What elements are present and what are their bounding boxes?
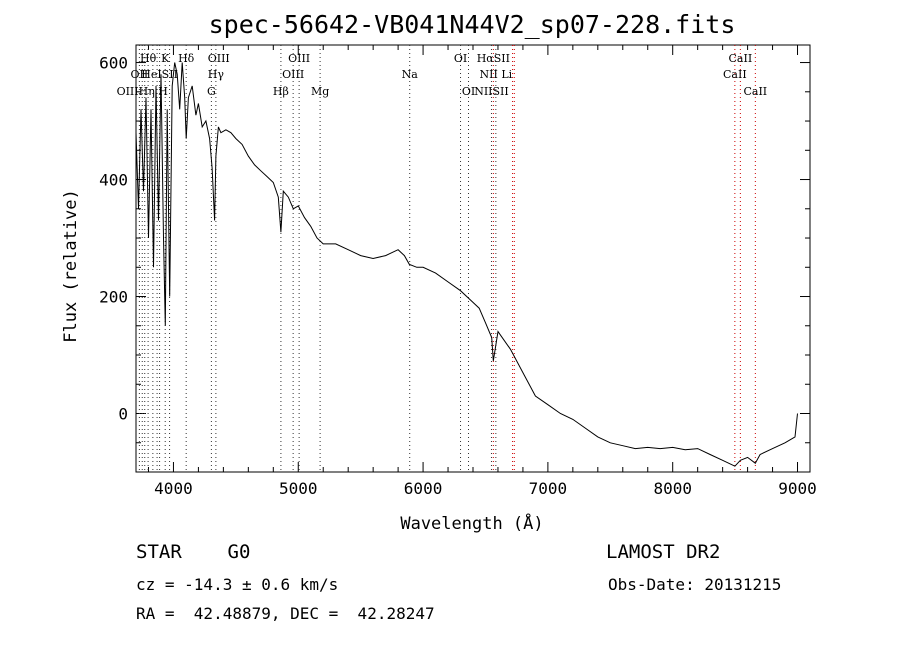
spectral-line-label: HαSII xyxy=(477,52,510,65)
y-tick-label: 0 xyxy=(118,405,128,424)
spectral-line-label: G xyxy=(207,85,216,98)
y-tick-label: 200 xyxy=(99,288,128,307)
spectral-line-label: Na xyxy=(402,68,419,81)
series-layer xyxy=(135,62,798,467)
x-axis-label: Wavelength (Å) xyxy=(400,512,543,534)
spectral-line-label: HeISII xyxy=(141,68,178,81)
plot-frame xyxy=(135,44,811,473)
spectral-line-label: NIISII xyxy=(474,85,509,98)
y-axis-label: Flux (relative) xyxy=(61,189,81,343)
chart-title: spec-56642-VB041N44V2_sp07-228.fits xyxy=(209,10,736,39)
spectral-line-label: Hβ xyxy=(273,85,289,98)
object-type: STAR G0 xyxy=(136,541,251,563)
axes: 4000 5000 6000 7000 8000 9000 0 200 400 600 xyxy=(99,44,817,498)
spectral-line-label: CaII xyxy=(729,52,753,65)
spectral-line-label: OI xyxy=(454,52,467,65)
x-tick-label: 8000 xyxy=(653,479,692,498)
spectral-line-label: Mg xyxy=(311,85,329,98)
spectral-line-label: Hδ xyxy=(178,52,195,65)
coordinates: RA = 42.48879, DEC = 42.28247 xyxy=(136,604,435,623)
spectral-line-label: K xyxy=(161,52,170,65)
spectral-line-label: OI xyxy=(462,85,475,98)
spectrum-line xyxy=(135,62,798,467)
x-tick-label: 6000 xyxy=(404,479,443,498)
spectral-line-label: OIII xyxy=(288,52,310,65)
survey-name: LAMOST DR2 xyxy=(606,541,721,563)
x-tick-label: 5000 xyxy=(279,479,318,498)
spectral-line-label: OII xyxy=(131,68,149,81)
spectral-line-label: CaII xyxy=(723,68,747,81)
x-tick-label: 7000 xyxy=(529,479,568,498)
spectral-line-label: OIIIHη H xyxy=(117,85,168,98)
x-tick-label: 4000 xyxy=(154,479,193,498)
spectral-line-label: Hθ xyxy=(140,52,157,65)
spectral-line-label: OIII xyxy=(208,52,230,65)
spectral-line-label: OIII xyxy=(282,68,304,81)
spectral-line-label: NII Li xyxy=(480,68,513,81)
y-tick-label: 600 xyxy=(99,54,128,73)
obs-date: Obs-Date: 20131215 xyxy=(608,575,782,594)
x-tick-label: 9000 xyxy=(778,479,817,498)
y-tick-label: 400 xyxy=(99,171,128,190)
spectral-line-label: CaII xyxy=(743,85,767,98)
redshift-cz: cz = -14.3 ± 0.6 km/s xyxy=(136,575,339,594)
spectral-line-label: Hγ xyxy=(208,68,225,81)
